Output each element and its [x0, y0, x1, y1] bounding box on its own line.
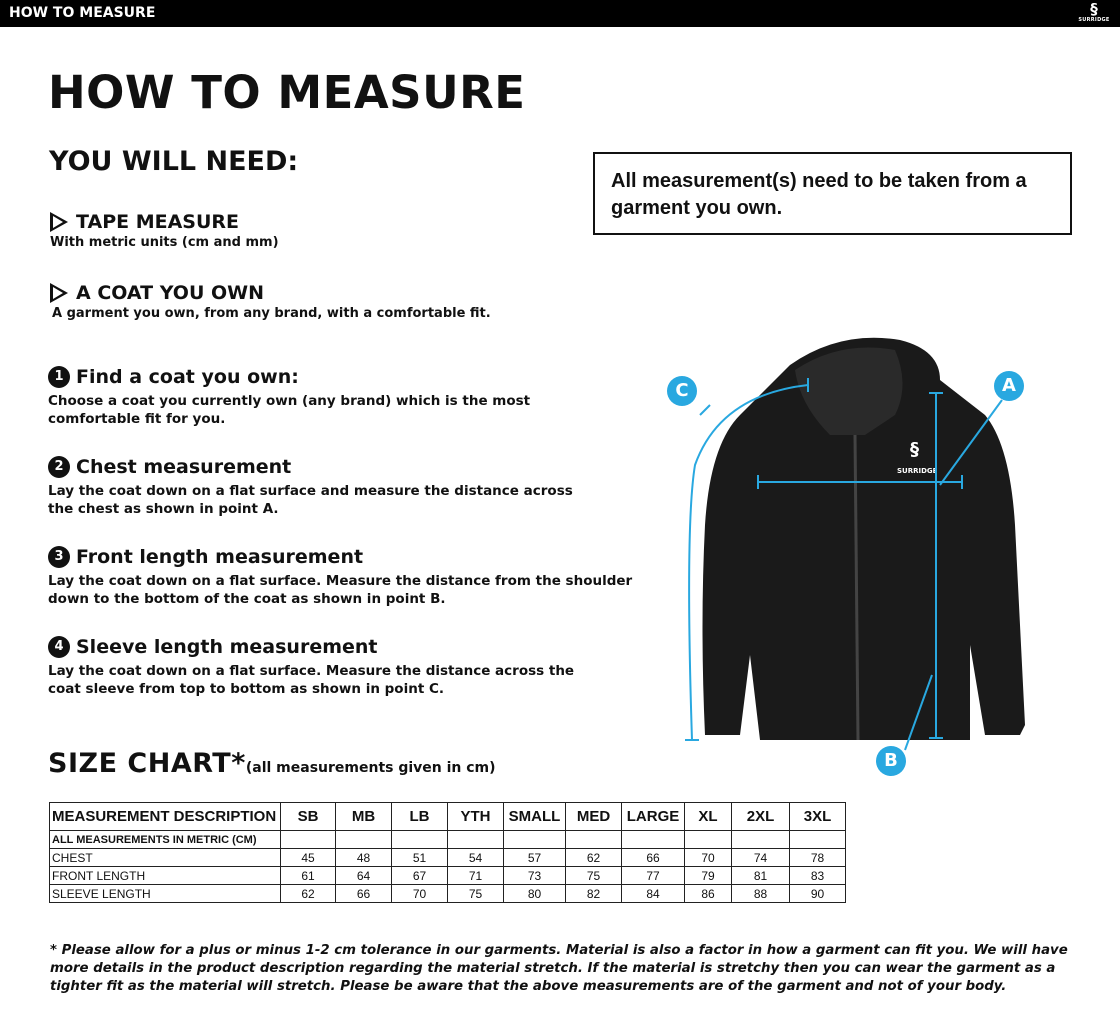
- point-c-badge: C: [667, 376, 697, 406]
- brand-logo: § SURRIDGE: [1078, 0, 1110, 24]
- page-title: HOW TO MEASURE: [48, 66, 526, 119]
- table-header-row: MEASUREMENT DESCRIPTION SB MB LB YTH SMALL…: [49, 802, 846, 831]
- need-item: A COAT YOU OWN A garment you own, from a…: [50, 282, 491, 321]
- top-bar: HOW TO MEASURE: [0, 0, 1120, 27]
- step-3: 3 Front length measurement Lay the coat d…: [48, 546, 633, 607]
- top-bar-title: HOW TO MEASURE: [9, 5, 156, 21]
- need-item: TAPE MEASURE With metric units (cm and m…: [50, 211, 279, 250]
- size-chart-heading: SIZE CHART*(all measurements given in cm…: [48, 748, 496, 779]
- svg-text:SURRIDGE: SURRIDGE: [897, 467, 938, 475]
- size-chart-table: MEASUREMENT DESCRIPTION SB MB LB YTH SMALL…: [49, 802, 846, 903]
- table-row: ALL MEASUREMENTS IN METRIC (CM): [49, 830, 846, 849]
- point-b-badge: B: [876, 746, 906, 776]
- step-1: 1 Find a coat you own: Choose a coat you …: [48, 366, 531, 427]
- step-2: 2 Chest measurement Lay the coat down on …: [48, 456, 573, 517]
- jacket-shape: [702, 337, 1025, 740]
- play-triangle-icon: [50, 283, 68, 303]
- step-4: 4 Sleeve length measurement Lay the coat …: [48, 636, 575, 697]
- play-triangle-icon: [50, 212, 68, 232]
- jacket-diagram: § SURRIDGE: [685, 337, 1025, 751]
- table-row: SLEEVE LENGTH 62 66 70 75 80 82 84 86 88 90: [49, 884, 846, 903]
- you-will-need-heading: YOU WILL NEED:: [49, 146, 299, 177]
- footnote: * Please allow for a plus or minus 1-2 c…: [50, 943, 1068, 994]
- point-a-badge: A: [994, 371, 1024, 401]
- jacket-logo: §: [910, 439, 919, 460]
- table-row: CHEST 45 48 51 54 57 62 66 70 74 78: [49, 848, 846, 867]
- table-row: FRONT LENGTH 61 64 67 71 73 75 77 79 81 83: [49, 866, 846, 885]
- note-box: All measurement(s) need to be taken from…: [593, 152, 1072, 235]
